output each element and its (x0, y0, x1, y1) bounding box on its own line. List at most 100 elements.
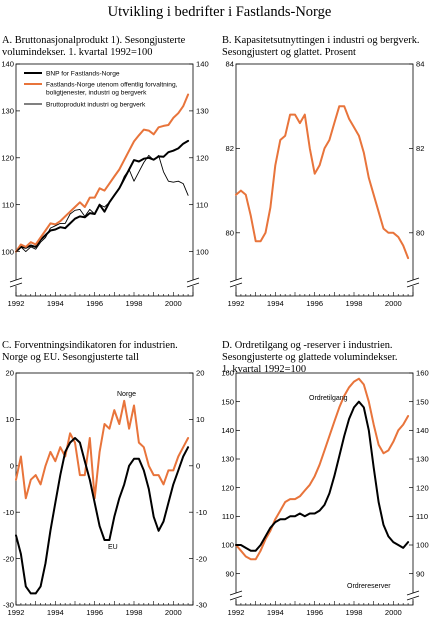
y-tick-label-left: 10 (6, 415, 14, 424)
panel-d-title-line-2: Sesongjusterte og glattede volumindekser… (222, 352, 398, 363)
plot-frame (235, 63, 414, 297)
panel-b-chart: 80 80 82 82 84 84 1992 1994 1996 1998 2000 (226, 60, 425, 308)
x-tick-label: 1996 (306, 608, 323, 617)
y-tick-label-left: 100 (1, 247, 14, 256)
y-tick-label-left: 120 (1, 153, 14, 162)
axis-break-mark (186, 277, 200, 283)
axis-break-gap (408, 280, 418, 286)
series-line-eu (15, 437, 190, 595)
page-title: Utvikling i bedrifter i Fastlands-Norge (107, 4, 332, 20)
y-tick-label-left: 110 (222, 512, 234, 521)
y-tick-label-left: 82 (226, 144, 234, 153)
y-tick-label-left: -10 (3, 508, 14, 517)
x-tick-label: 1998 (346, 299, 363, 308)
y-tick-label-right: 150 (416, 397, 429, 406)
x-tick-label: 2000 (165, 299, 182, 308)
panel-c-chart: -30 -30 -20 -20 -10 -10 0 0 10 10 20 20 1992 1994 1996… (3, 369, 207, 617)
panel-b-title-line-1: B. Kapasitetsutnyttingen i industri og b… (222, 35, 420, 46)
series-line-fastlandsnorge (15, 93, 190, 253)
y-tick-label-left: 140 (221, 426, 234, 435)
panel-d-title-line-3: 1. kvartal 1992=100 (222, 364, 307, 375)
y-tick-label-right: 20 (196, 369, 204, 378)
y-tick-label-right: 140 (196, 60, 209, 69)
y-tick-label-right: 82 (416, 144, 424, 153)
y-tick-label-left: 0 (10, 462, 14, 471)
y-tick-label-right: 90 (416, 569, 424, 578)
axis-break-gap (188, 280, 198, 286)
y-tick-label-left: 20 (6, 369, 14, 378)
y-tick-label-right: 110 (416, 512, 428, 521)
axis-break-mark (9, 282, 23, 288)
y-tick-label-left: 130 (1, 107, 14, 116)
y-tick-label-right: 160 (416, 369, 429, 378)
plot-frame (15, 372, 194, 606)
series-label-ordrereserver: Ordrereserver (347, 583, 391, 590)
x-tick-label: 1998 (126, 299, 143, 308)
axis-break-gap (231, 280, 241, 286)
y-tick-label-left: 150 (221, 397, 234, 406)
plot-frame (235, 372, 414, 606)
y-tick-label-right: 130 (416, 455, 429, 464)
series-line-main (235, 105, 410, 260)
legend-label: BNP for Fastlands-Norge (46, 70, 120, 77)
series-line-ordrereserver (235, 400, 410, 552)
legend-label: boligtjenester, industri og bergverk (46, 89, 147, 96)
x-tick-label: 2000 (385, 299, 402, 308)
y-tick-label-right: -10 (196, 508, 207, 517)
x-tick-label: 1994 (47, 299, 64, 308)
series-label-norge: Norge (117, 391, 136, 398)
y-tick-label-right: 80 (416, 229, 424, 238)
y-tick-label-left: 80 (226, 229, 234, 238)
plot-frame (15, 63, 194, 297)
panel-a-title-line-1: A. Bruttonasjonalprodukt 1). Sesongjuste… (2, 35, 186, 46)
x-tick-label: 1996 (86, 299, 103, 308)
y-tick-label-right: 10 (196, 415, 204, 424)
x-tick-label: 2000 (385, 608, 402, 617)
x-tick-label: 1992 (228, 299, 245, 308)
legend-label: Fastlands-Norge utenom offentlig forvalt… (46, 81, 178, 88)
series-line-norge (15, 399, 190, 500)
panel-c-title-line-1: C. Forventningsindikatoren for industrie… (2, 340, 178, 351)
y-tick-label-right: 120 (196, 153, 209, 162)
series-label-eu: EU (108, 544, 118, 551)
series-line-ordretilgang (235, 377, 410, 561)
axis-break-gap (408, 593, 418, 599)
panel-a-title-line-2: volumindekser. 1. kvartal 1992=100 (2, 47, 153, 58)
axis-break-gap (231, 593, 241, 599)
panel-d-chart: 90 90 100 100 110 110 120 120 130 130 140 140 150 150… (221, 369, 428, 617)
y-tick-label-right: 140 (416, 426, 429, 435)
x-tick-label: 1994 (267, 608, 284, 617)
x-tick-label: 1998 (346, 608, 363, 617)
axis-break-mark (406, 590, 420, 596)
axis-break-mark (406, 277, 420, 283)
y-tick-label-right: -30 (196, 601, 207, 610)
y-tick-label-right: 0 (196, 462, 200, 471)
x-tick-label: 1998 (126, 608, 143, 617)
x-tick-label: 1996 (306, 299, 323, 308)
y-tick-label-left: 120 (221, 483, 234, 492)
y-tick-label-right: 84 (416, 60, 424, 69)
y-tick-label-left: -30 (3, 601, 14, 610)
y-tick-label-left: 84 (226, 60, 234, 69)
legend-label: Bruttoprodukt industri og bergverk (46, 101, 146, 108)
y-tick-label-right: 130 (196, 107, 209, 116)
y-tick-label-left: 130 (221, 455, 234, 464)
y-tick-label-left: 110 (2, 200, 14, 209)
y-tick-label-left: 140 (1, 60, 14, 69)
y-tick-label-right: -20 (196, 554, 207, 563)
axis-break-mark (229, 277, 243, 283)
series-label-ordretilgang: Ordretilgang (309, 395, 348, 402)
panel-d-title-line-1: D. Ordretilgang og -reserver i industrie… (222, 340, 393, 351)
axis-break-mark (229, 595, 243, 601)
y-tick-label-left: 100 (221, 541, 234, 550)
axis-break-mark (406, 595, 420, 601)
x-tick-label: 1994 (47, 608, 64, 617)
y-tick-label-right: 110 (196, 200, 208, 209)
y-tick-label-left: -20 (3, 554, 14, 563)
series-line-bnp (15, 139, 190, 253)
y-tick-label-right: 100 (416, 541, 429, 550)
axis-break-mark (229, 590, 243, 596)
panel-b-title-line-2: Sesongjustert og glattet. Prosent (222, 47, 356, 58)
panel-a-chart: 100 100 110 110 120 120 130 130 140 140 1992 1994 19… (1, 60, 208, 308)
